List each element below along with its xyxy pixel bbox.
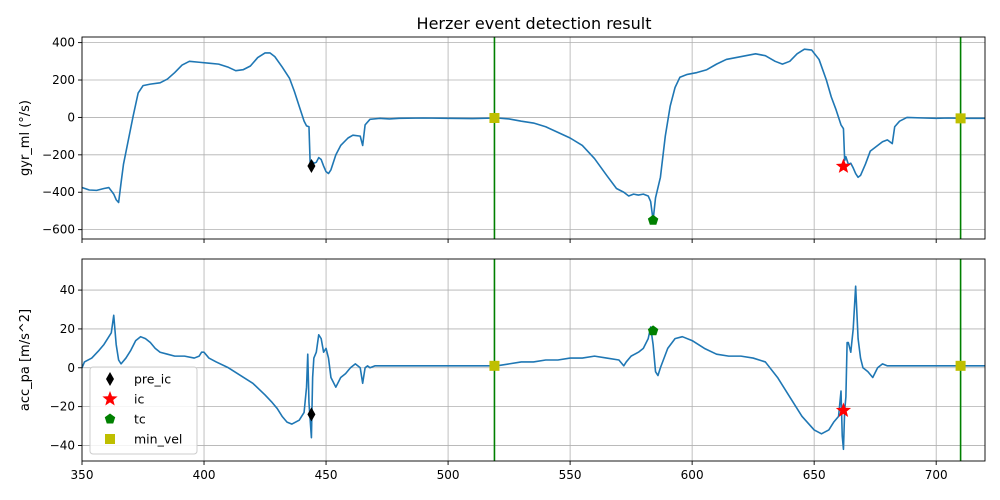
marker-pre-ic <box>307 159 316 174</box>
marker-tc <box>647 214 659 225</box>
x-tick-label: 700 <box>925 468 948 482</box>
x-tick-label: 400 <box>193 468 216 482</box>
x-tick-label: 450 <box>315 468 338 482</box>
marker-min-vel <box>955 113 966 124</box>
marker-min-vel <box>955 360 966 371</box>
marker-tc <box>647 325 659 336</box>
axes-frame <box>81 258 986 462</box>
series-line-1 <box>82 48 985 222</box>
legend-marker-tc <box>104 413 116 424</box>
x-tick-label: 350 <box>71 468 94 482</box>
y-tick-label: 200 <box>52 73 75 87</box>
y-tick-label: −400 <box>42 185 75 199</box>
y-tick-label: 400 <box>52 36 75 50</box>
legend-label-ic: ic <box>134 392 144 407</box>
x-tick-label: 500 <box>437 468 460 482</box>
y-axis-label: acc_pa [m/s^2] <box>18 309 33 411</box>
marker-ic <box>835 158 852 173</box>
marker-ic <box>835 402 852 417</box>
x-tick-label: 650 <box>803 468 826 482</box>
y-tick-label: −40 <box>50 438 75 452</box>
x-tick-label: 550 <box>559 468 582 482</box>
panel-2: 350 400 450 500 550 600 650 700 −40 −20 0 20 40 acc_p… <box>18 258 986 482</box>
y-tick-label: −20 <box>50 400 75 414</box>
marker-min-vel <box>489 112 500 123</box>
axes-frame <box>81 36 986 240</box>
legend-marker-ic <box>102 391 118 406</box>
marker-pre-ic <box>307 407 316 422</box>
y-tick-label: 0 <box>67 361 75 375</box>
legend-label-min-vel: min_vel <box>134 432 182 447</box>
legend-marker-pre-ic <box>106 372 114 386</box>
y-tick-label: 0 <box>67 110 75 124</box>
legend-label-tc: tc <box>134 412 146 427</box>
y-axis-label: gyr_ml (°/s) <box>18 100 33 176</box>
series-line-1 <box>82 285 985 451</box>
y-tick-label: −600 <box>42 223 75 237</box>
x-tick-label: 600 <box>681 468 704 482</box>
legend-label-pre-ic: pre_ic <box>134 372 171 387</box>
legend-box <box>89 366 198 455</box>
y-tick-label: 20 <box>60 322 75 336</box>
y-tick-label: 40 <box>60 283 75 297</box>
legend-marker-min-vel <box>105 434 115 444</box>
chart-title: Herzer event detection result <box>417 14 652 33</box>
marker-min-vel <box>489 360 500 371</box>
panel-1: −600 −400 −200 0 200 400 gyr_ml (°/s) <box>18 36 986 243</box>
y-tick-label: −200 <box>42 148 75 162</box>
